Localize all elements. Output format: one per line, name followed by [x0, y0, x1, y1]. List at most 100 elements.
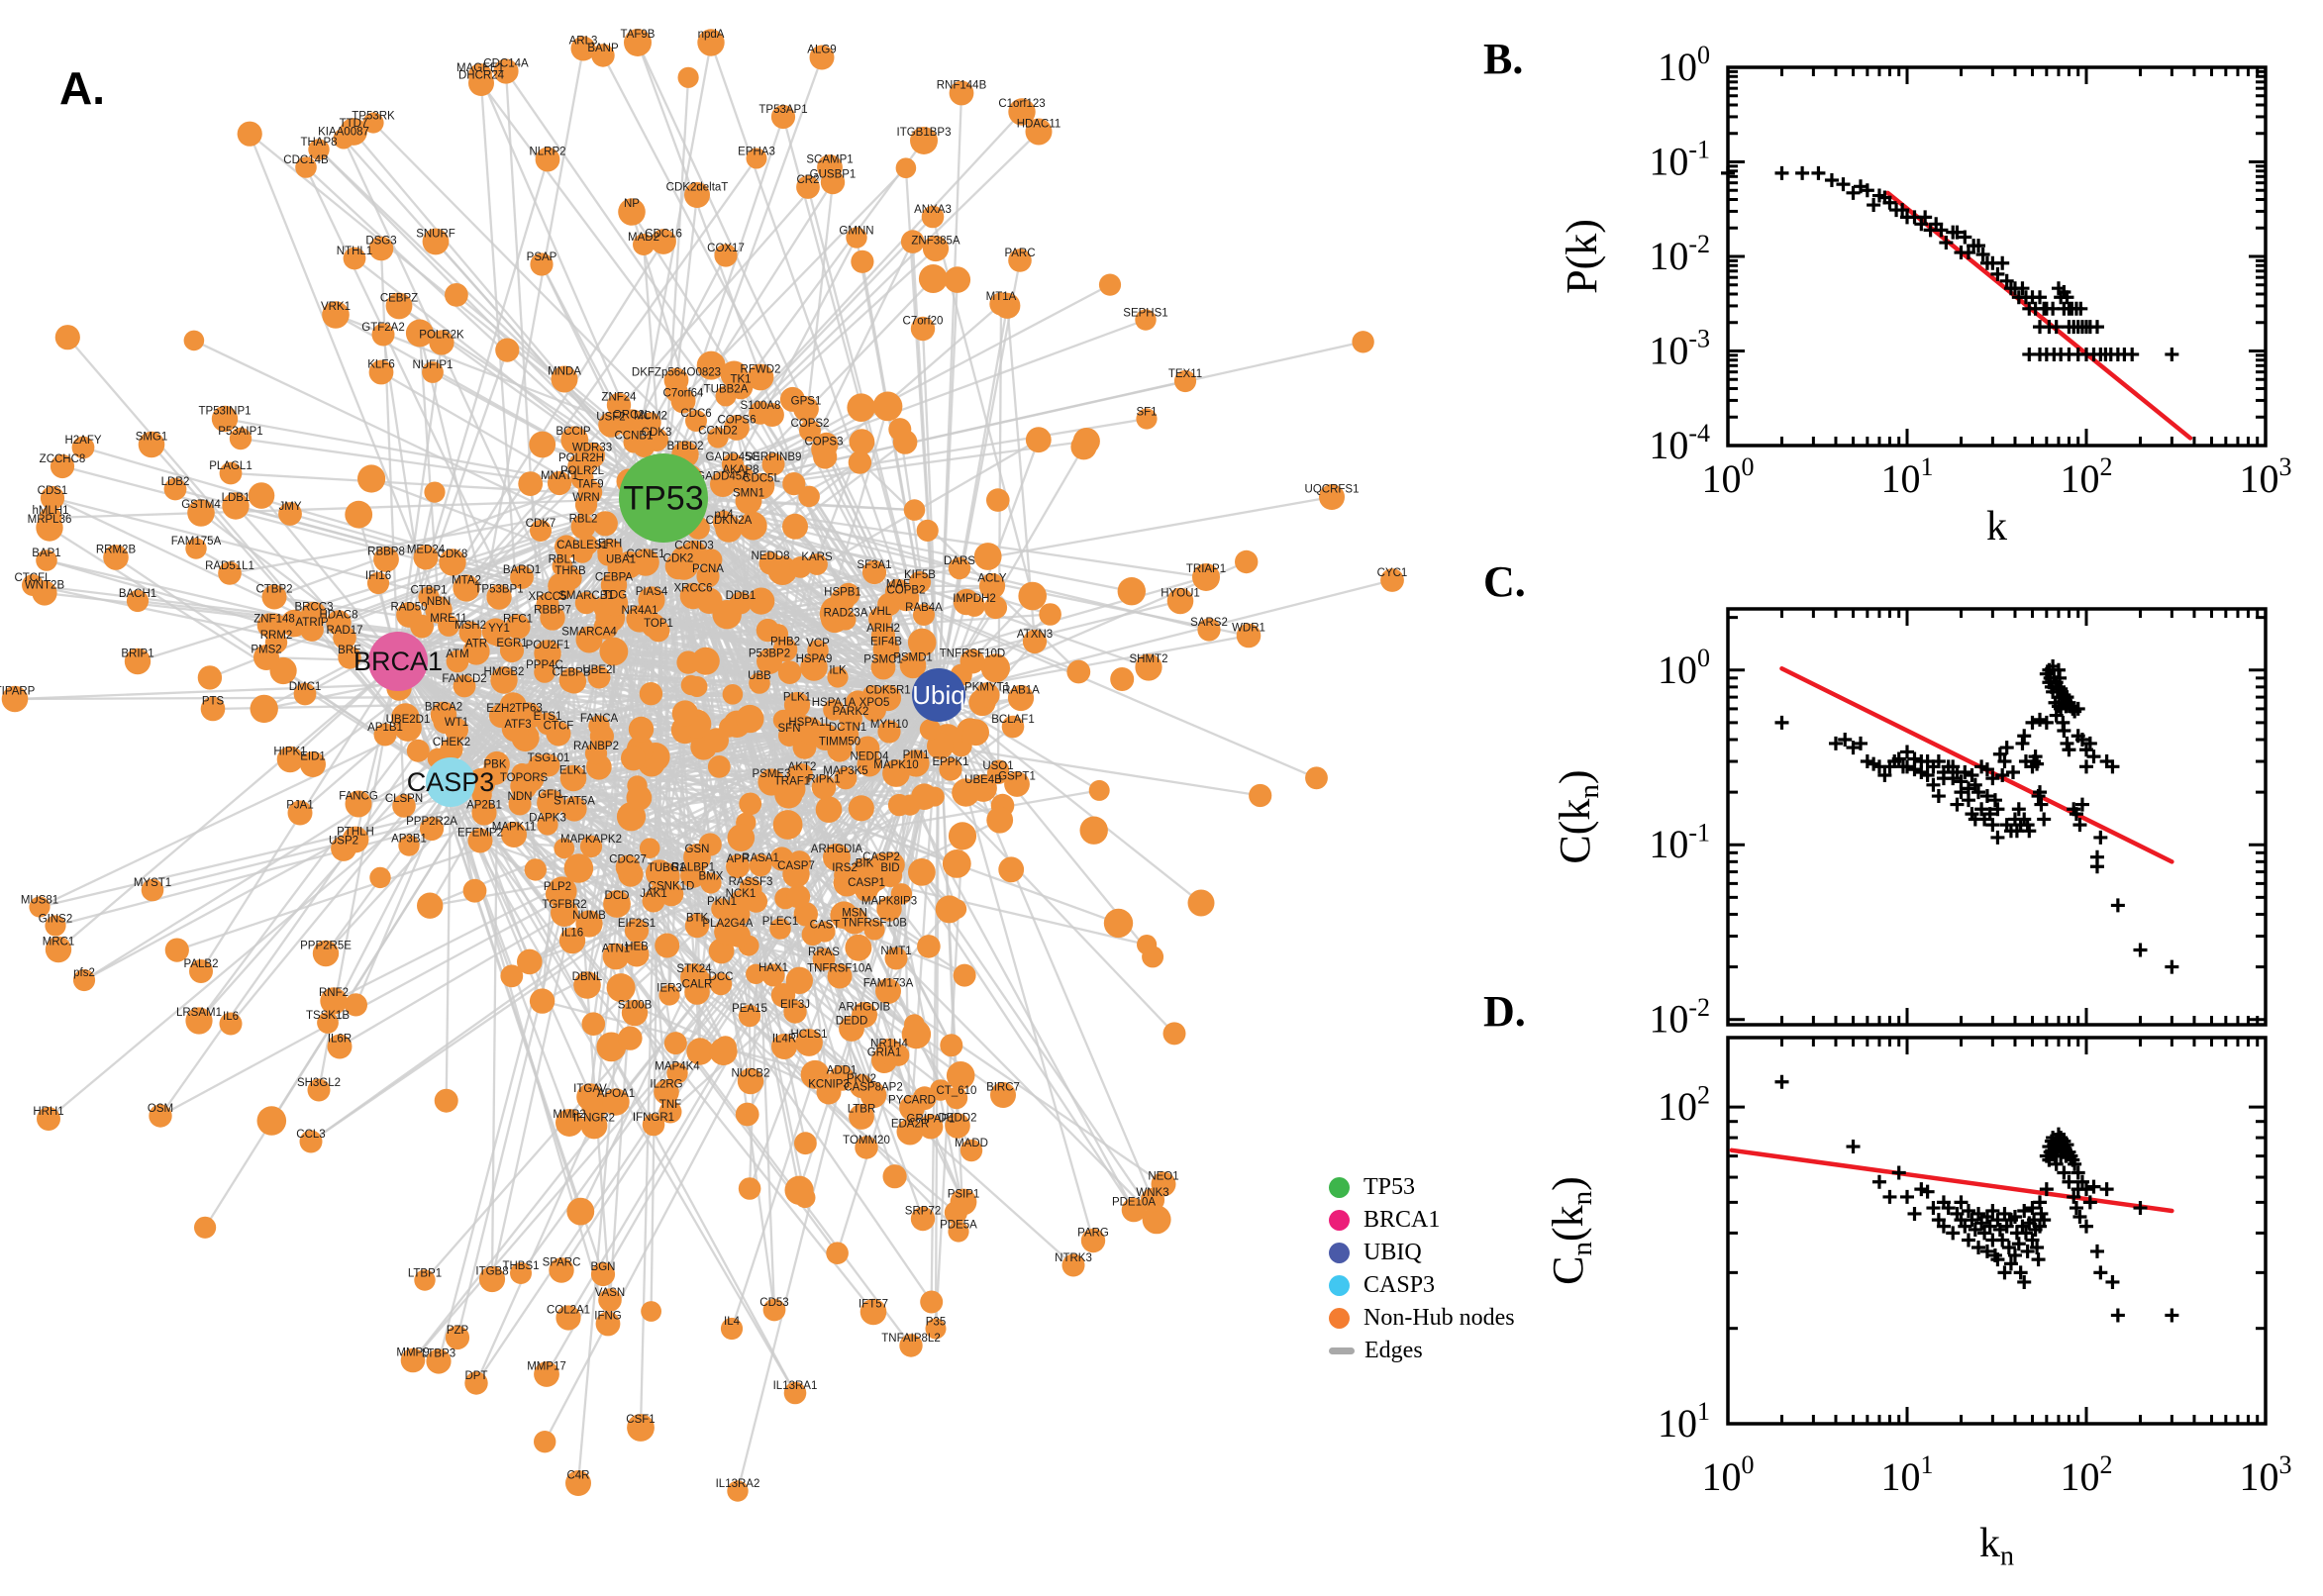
network-node	[925, 1318, 947, 1340]
network-node-label: MRPL36	[28, 514, 72, 526]
hub-brca1: BRCA1	[354, 632, 443, 691]
data-point-marker	[2165, 1308, 2179, 1323]
network-node-label: EIF3J	[780, 999, 810, 1011]
network-node	[809, 45, 835, 70]
network-node-label: TUBG1	[648, 862, 685, 874]
data-point-marker	[1854, 736, 1868, 750]
network-node-label: DEDD2	[939, 1113, 977, 1125]
data-point-marker	[2079, 759, 2093, 774]
network-node-label: RBL1	[549, 553, 577, 565]
network-node-label: CDK2deltaT	[666, 182, 729, 194]
network-node-label: TOMM20	[843, 1135, 890, 1147]
network-node	[1025, 427, 1052, 453]
network-node	[684, 913, 710, 939]
network-node	[888, 418, 912, 442]
network-node-label: TAF9	[576, 479, 603, 491]
network-node-label: PLA2G4A	[702, 918, 753, 930]
network-node-label: SARS2	[1190, 617, 1228, 629]
data-point-marker	[1774, 165, 1789, 180]
network-node-label: TSSK1B	[306, 1010, 350, 1022]
network-node	[679, 582, 707, 610]
network-node	[948, 822, 977, 850]
network-node-label: IL13RA2	[716, 1478, 760, 1490]
network-node-label: NUMB	[572, 910, 606, 922]
network-node	[875, 978, 901, 1004]
network-node	[872, 391, 903, 422]
data-point-marker	[2133, 943, 2148, 957]
network-node	[537, 753, 560, 777]
network-node	[293, 682, 317, 706]
network-node-label: SFN	[778, 723, 801, 735]
network-node	[551, 365, 578, 393]
network-node-label: KLF6	[367, 359, 395, 371]
legend-item-label: TP53	[1364, 1174, 1416, 1200]
network-node	[138, 431, 165, 458]
network-node-label: NEO1	[1148, 1171, 1178, 1183]
network-node-label: AP2B1	[466, 800, 502, 812]
network-node-label: THRB	[555, 565, 586, 577]
network-node-label: p14	[714, 509, 734, 521]
network-node-label: WNT2B	[25, 580, 65, 592]
network-node-label: IMPDH2	[953, 593, 995, 605]
data-point-marker	[2020, 1244, 2035, 1258]
network-node-label: DCTN1	[829, 722, 866, 734]
network-node	[654, 1079, 679, 1105]
network-node-label: P53BP2	[749, 648, 790, 659]
network-node-label: P53AIP1	[218, 426, 262, 438]
network-node-label: EID1	[300, 750, 326, 762]
legend-item-non-hub-nodes: Non-Hub nodes	[1329, 1302, 1515, 1335]
network-node-label: CLSPN	[385, 793, 423, 805]
network-node-label: BTBD2	[666, 441, 703, 452]
network-node-label: VRK1	[321, 301, 351, 313]
network-node	[1187, 889, 1215, 917]
network-node	[598, 412, 624, 438]
network-node-label: RAD23A	[824, 607, 868, 619]
network-node-label: MAD2	[628, 232, 659, 244]
network-node-label: AKAP8	[722, 464, 758, 476]
network-node-label: C7orf20	[903, 316, 944, 328]
network-node-label: WRN	[572, 492, 599, 504]
data-point-marker	[2086, 749, 2101, 764]
network-node-label: AP1B1	[367, 722, 403, 734]
data-point-marker	[2007, 1210, 2022, 1225]
network-node	[561, 796, 587, 822]
network-node	[1025, 118, 1053, 146]
network-node	[185, 1007, 213, 1035]
network-node-label: POLR2H	[558, 452, 604, 464]
data-point-marker	[1968, 777, 1982, 792]
network-node	[907, 628, 937, 657]
network-node	[1110, 667, 1135, 691]
data-point-marker	[2031, 1252, 2046, 1267]
network-node	[960, 1139, 983, 1162]
data-point-marker	[1900, 759, 1914, 774]
network-node	[54, 325, 80, 350]
data-point-marker	[2165, 959, 2179, 974]
network-node-label: RAD17	[326, 625, 362, 637]
data-point-marker	[2060, 736, 2074, 750]
data-point-marker	[2039, 1182, 2054, 1197]
network-node-label: FAM175A	[171, 536, 222, 548]
network-node-label: P35	[926, 1316, 946, 1328]
network-node-label: MCM2	[634, 410, 667, 422]
network-node	[749, 401, 772, 425]
network-node-label: TGFBR2	[542, 899, 586, 911]
network-node-label: ITGB8	[475, 1265, 508, 1277]
network-node	[445, 283, 468, 307]
network-node	[333, 626, 356, 649]
network-node	[784, 1175, 814, 1205]
network-node	[462, 638, 490, 665]
network-node-label: HMGB2	[484, 666, 525, 678]
data-point-marker	[1999, 273, 2014, 288]
legend-color-dot	[1329, 1308, 1350, 1329]
network-node	[471, 800, 497, 826]
network-node-label: HEB	[625, 942, 649, 953]
axis-tick-label: 102	[2061, 452, 2113, 501]
network-node	[901, 1019, 932, 1049]
network-node-label: PBK	[483, 759, 506, 771]
network-node	[980, 653, 1011, 683]
network-node	[250, 694, 278, 724]
network-node-label: RANBP2	[573, 741, 619, 752]
network-node-label: THBS1	[502, 1260, 539, 1272]
network-node	[422, 361, 444, 383]
network-node-label: BTK	[686, 913, 709, 925]
